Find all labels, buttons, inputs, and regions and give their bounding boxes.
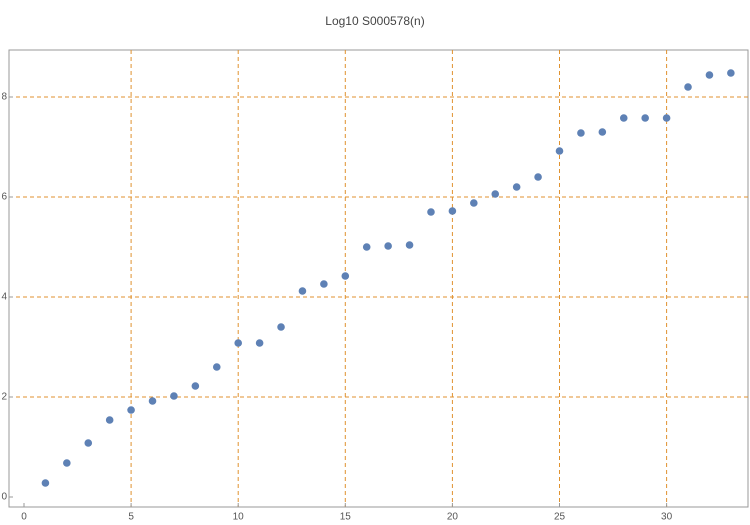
point	[534, 173, 542, 181]
point	[148, 397, 157, 405]
x-tick-label: 20	[447, 512, 459, 523]
point	[298, 287, 307, 295]
point	[191, 382, 200, 390]
point	[277, 323, 285, 331]
point	[84, 439, 93, 447]
point	[341, 272, 350, 280]
point	[405, 241, 414, 249]
x-tick-label: 30	[661, 512, 673, 523]
plot-frame	[8, 49, 749, 508]
point	[362, 243, 371, 251]
point	[384, 242, 392, 250]
point	[127, 406, 135, 414]
y-tick-label: 2	[1, 392, 7, 403]
point	[255, 339, 264, 347]
x-tick-label: 5	[128, 512, 134, 523]
point	[41, 479, 50, 487]
point	[684, 83, 692, 91]
point	[234, 339, 242, 347]
point	[470, 199, 478, 207]
point	[427, 208, 435, 216]
point	[577, 129, 585, 137]
point	[619, 114, 628, 122]
y-tick-label: 6	[1, 192, 7, 203]
chart-title: Log10 S000578(n)	[325, 14, 424, 28]
x-tick-label: 25	[554, 512, 566, 523]
point	[212, 363, 221, 371]
point	[320, 280, 328, 288]
point	[105, 416, 114, 424]
point	[598, 128, 607, 136]
point	[641, 114, 649, 122]
point	[491, 190, 500, 198]
point	[63, 459, 71, 467]
point	[662, 114, 671, 122]
point	[512, 183, 521, 191]
x-tick-label: 15	[340, 512, 352, 523]
y-tick-label: 0	[1, 492, 7, 503]
point	[555, 147, 564, 155]
point	[448, 207, 457, 215]
point	[170, 392, 178, 400]
x-tick-label: 10	[233, 512, 245, 523]
point	[705, 71, 714, 79]
y-tick-label: 4	[1, 292, 7, 303]
y-tick-label: 8	[1, 92, 7, 103]
x-tick-label: 0	[21, 512, 27, 523]
point	[727, 69, 735, 77]
